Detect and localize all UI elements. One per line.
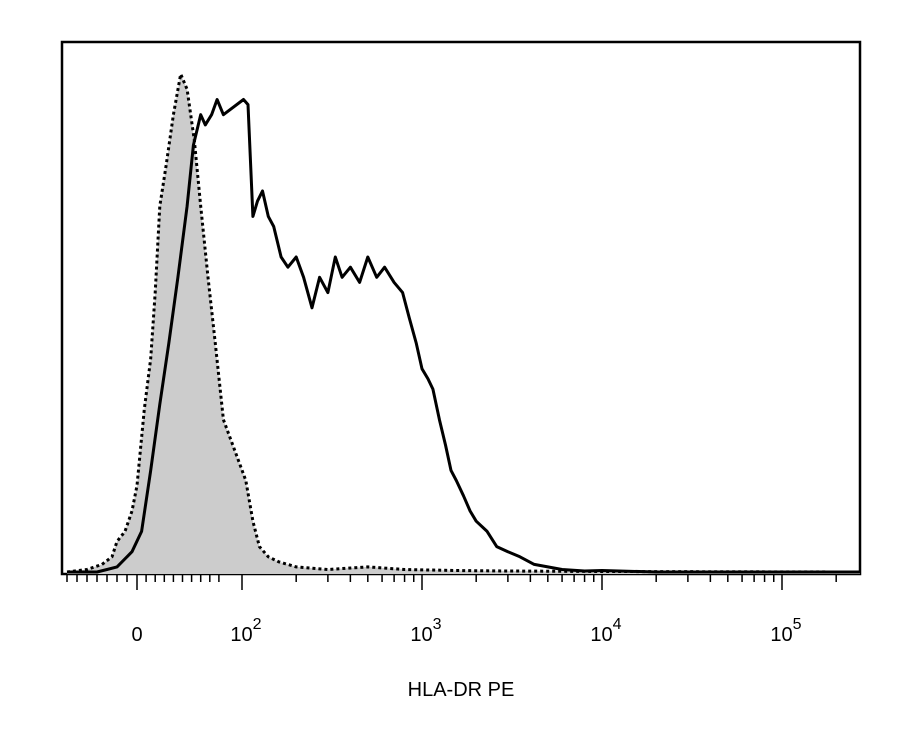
x-tick-label: 104 [590,616,621,646]
x-tick-label: 103 [410,616,441,646]
series-0-fill [67,74,860,574]
x-tick-label: 102 [230,616,261,646]
x-tick-label: 0 [131,624,142,646]
series-layer [66,72,861,574]
x-axis-ticks [66,574,837,590]
x-axis-title: HLA-DR PE [408,679,515,701]
series-1-line [67,98,860,574]
x-axis-tick-labels: 0 102 103 104 105 [131,616,801,646]
x-tick-label: 105 [770,616,801,646]
